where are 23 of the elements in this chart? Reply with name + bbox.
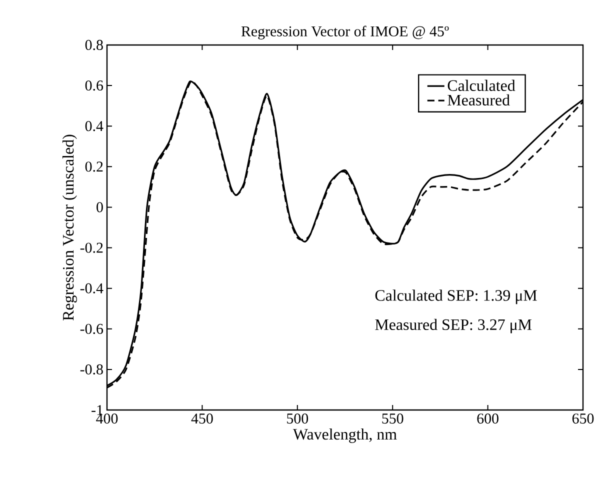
y-axis-title: Regression Vector (unscaled) xyxy=(62,134,77,320)
chart-title: Regression Vector of IMOE @ 45º xyxy=(241,26,449,40)
x-tick-label: 550 xyxy=(382,414,404,424)
y-tick-label: 0.6 xyxy=(85,80,104,91)
y-tick-label: 0.2 xyxy=(85,162,103,172)
x-tick-label: 500 xyxy=(287,414,308,424)
x-tick-label: 400 xyxy=(96,414,118,424)
y-tick-label: -0.4 xyxy=(80,283,104,294)
y-tick-label: -1 xyxy=(92,405,103,415)
x-tick-label: 600 xyxy=(477,414,498,424)
y-tick-label: 0.8 xyxy=(85,40,103,50)
y-tick-label: 0 xyxy=(96,202,103,212)
y-tick-label: -0.8 xyxy=(80,364,103,375)
x-tick-label: 650 xyxy=(572,414,594,424)
legend-label: Measured xyxy=(448,94,510,106)
y-tick-label: -0.6 xyxy=(80,324,104,334)
y-tick-label: -0.2 xyxy=(80,242,103,253)
y-tick-label: 0.4 xyxy=(85,121,104,132)
x-tick-label: 450 xyxy=(191,414,213,424)
legend-label: Calculated xyxy=(448,80,516,91)
annotation: Calculated SEP: 1.39 μM xyxy=(375,290,537,304)
x-axis-title: Wavelength, nm xyxy=(292,428,397,443)
annotation: Measured SEP: 3.27 μM xyxy=(375,318,532,334)
